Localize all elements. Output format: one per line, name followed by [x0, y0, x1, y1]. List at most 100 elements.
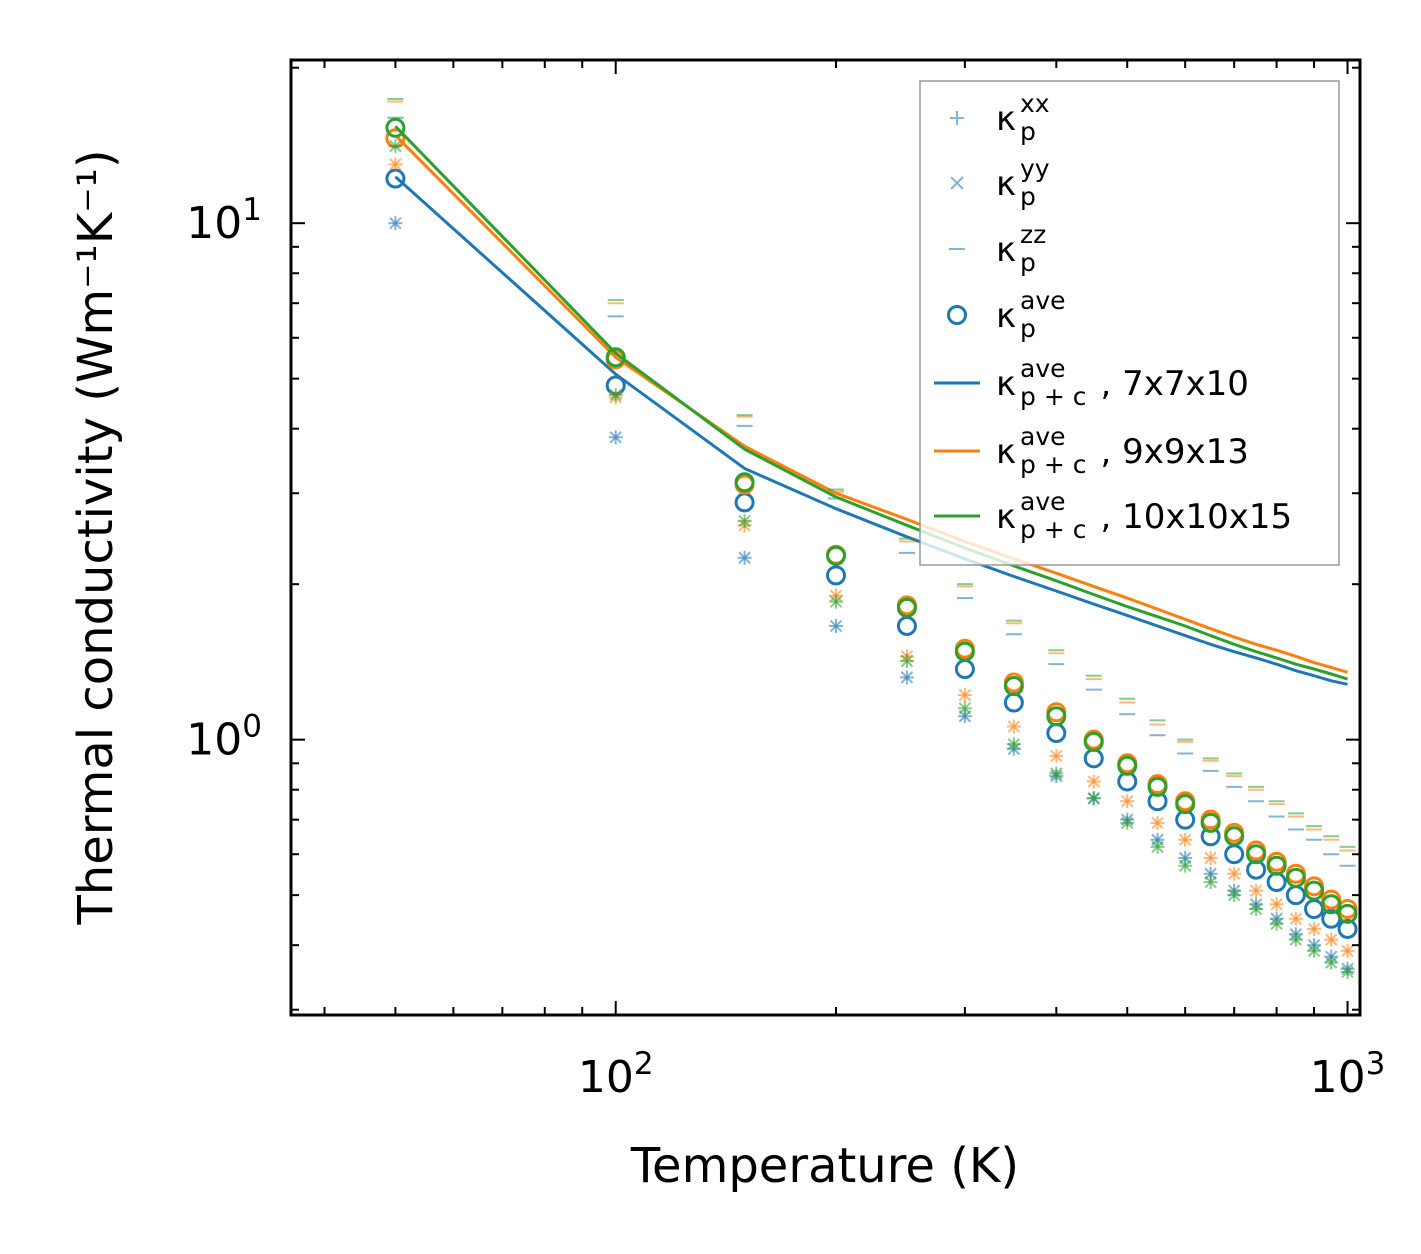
- cross-b: [1341, 965, 1354, 979]
- kappa-yy-point: [738, 551, 751, 564]
- legend-subscript: p + c: [1020, 450, 1086, 479]
- legend-subscript: p + c: [1020, 382, 1086, 411]
- kappa-yy-point: [1325, 956, 1338, 969]
- x-tick-label: 103: [1310, 1046, 1386, 1103]
- kappa-ave-point: [826, 565, 847, 586]
- y-tick-label-base: 10: [186, 198, 242, 249]
- cross-b: [1007, 737, 1021, 751]
- kappa-yy-point: [829, 595, 843, 608]
- kappa-yy-point: [1151, 840, 1164, 854]
- kappa-yy-point: [1121, 816, 1134, 830]
- kappa-yy-point: [958, 702, 972, 715]
- kappa-ave-point: [826, 545, 847, 566]
- cross-b: [1087, 792, 1100, 805]
- cross-b: [1341, 944, 1354, 958]
- cross-b: [738, 514, 751, 528]
- cross-b: [1325, 933, 1338, 946]
- kappa-pc-line-10x10x15: [394, 125, 1348, 681]
- kappa-ave-point: [734, 472, 755, 493]
- kappa-ave-point: [1304, 880, 1325, 901]
- y-tick-label: 101: [186, 192, 262, 249]
- legend-label: κ ave p + c , 10x10x15: [996, 487, 1292, 544]
- legend-superscript: yy: [1020, 154, 1050, 183]
- kappa-ave-point: [1175, 794, 1196, 815]
- kappa-ave-point: [1266, 855, 1287, 876]
- kappa-yy-point: [829, 619, 843, 633]
- x-tick-label-exponent: 2: [634, 1046, 654, 1082]
- kappa-yy-point: [738, 514, 751, 528]
- legend-kappa: κ: [996, 497, 1016, 537]
- kappa-yy-point: [1204, 851, 1217, 865]
- x-tick-label: 102: [578, 1046, 654, 1103]
- legend-kappa: κ: [996, 164, 1016, 204]
- kappa-ave-point: [896, 597, 917, 618]
- kappa-ave-point: [1200, 812, 1221, 833]
- cross-b: [1325, 956, 1338, 969]
- kappa-pc-line-7x7x10: [394, 175, 1348, 686]
- kappa-ave-point: [1046, 706, 1067, 727]
- kappa-yy-point: [1270, 917, 1283, 931]
- legend-entry: κ ave p: [947, 286, 1066, 343]
- y-tick-label: 100: [186, 709, 262, 766]
- kappa-yy-point: [1050, 767, 1063, 780]
- legend-superscript: xx: [1020, 89, 1050, 118]
- kappa-yy-point: [1341, 965, 1354, 979]
- cross-b: [609, 388, 622, 402]
- cross-b: [1249, 884, 1263, 897]
- series-10x10x15: [385, 97, 1358, 979]
- legend-plus-marker: [950, 111, 964, 125]
- legend-superscript: ave: [1020, 354, 1066, 383]
- kappa-ave-point: [1117, 755, 1138, 776]
- plot-frame: [289, 58, 1362, 1017]
- legend-suffix: , 9x9x13: [1101, 432, 1249, 472]
- kappa-yy-point: [609, 431, 622, 444]
- cross-b: [950, 176, 964, 190]
- cross-b: [1289, 933, 1303, 946]
- cross-b: [389, 216, 402, 230]
- y-tick-label-exponent: 1: [242, 192, 262, 228]
- legend-subscript: p: [1020, 314, 1036, 343]
- legend-subscript: p: [1020, 117, 1036, 146]
- legend-label: κ zz p: [996, 220, 1046, 277]
- kappa-ave-point: [1321, 894, 1342, 915]
- legend-subscript: p + c: [1020, 515, 1086, 544]
- x-tick-label-base: 10: [578, 1052, 634, 1103]
- kappa-yy-point: [1289, 912, 1303, 925]
- cross-b: [1270, 898, 1283, 911]
- kappa-yy-point: [1341, 944, 1354, 958]
- kappa-ave-point: [1147, 776, 1168, 797]
- cross-b: [1121, 816, 1134, 830]
- cross-b: [1007, 720, 1021, 733]
- kappa-yy-point: [1151, 816, 1164, 830]
- cross-b: [389, 158, 402, 171]
- legend-kappa: κ: [996, 99, 1016, 139]
- kappa-yy-point: [1050, 749, 1063, 763]
- legend-label: κ ave p + c , 7x7x10: [996, 354, 1249, 411]
- cross-b: [1307, 944, 1321, 958]
- x-tick-label-base: 10: [1310, 1052, 1366, 1103]
- cross-b: [1151, 840, 1164, 854]
- legend-superscript: zz: [1020, 220, 1046, 249]
- cross-b: [1151, 816, 1164, 830]
- cross-b: [1178, 859, 1192, 872]
- kappa-yy-point: [1121, 795, 1134, 808]
- kappa-yy-point: [1249, 884, 1263, 897]
- kappa-yy-point: [1178, 859, 1192, 872]
- legend-kappa: κ: [996, 230, 1016, 270]
- cross-b: [1204, 851, 1217, 865]
- cross-b: [1087, 775, 1100, 788]
- kappa-ave-point: [1285, 867, 1306, 888]
- cross-b: [1178, 833, 1192, 846]
- legend-suffix: , 7x7x10: [1101, 364, 1249, 404]
- cross-b: [829, 619, 843, 633]
- cross-b: [1249, 902, 1263, 916]
- legend-entry: κ ave p + c , 10x10x15: [934, 487, 1292, 544]
- y-tick-label-exponent: 0: [242, 709, 262, 745]
- legend-entry: κ ave p + c , 9x9x13: [934, 422, 1249, 479]
- legend-entry: κ xx p: [950, 89, 1050, 146]
- legend-box: [919, 80, 1340, 566]
- kappa-yy-point: [900, 671, 914, 684]
- kappa-yy-point: [1289, 933, 1303, 946]
